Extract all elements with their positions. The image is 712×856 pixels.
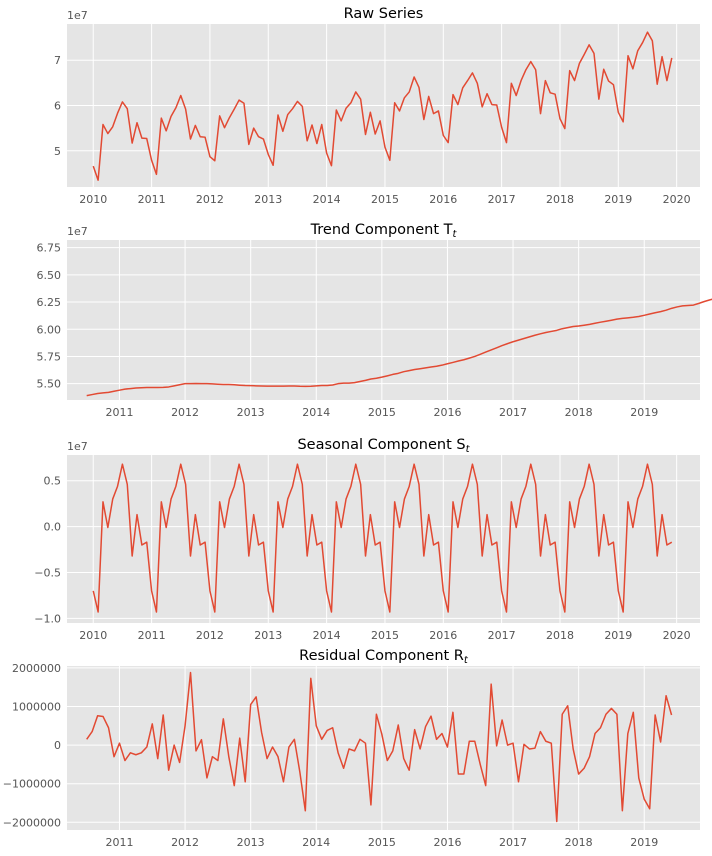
x-tick-label: 2019: [604, 629, 632, 642]
x-tick-label: 2017: [499, 836, 527, 849]
x-tick-label: 2011: [105, 406, 133, 419]
plot-background: [67, 455, 700, 623]
y-tick-label: 5.50: [37, 378, 62, 391]
x-tick-label: 2016: [429, 193, 457, 206]
subplot-1: 2010 2011 2012 2013 2014 2015 2016 2017 2018 2019…: [54, 6, 700, 206]
x-tick-label: 2012: [171, 406, 199, 419]
x-tick-label: 2011: [138, 193, 166, 206]
y-tick-label: 6.00: [37, 323, 62, 336]
y-tick-label: 2000000: [12, 662, 61, 675]
y-tick-label: 5.75: [37, 350, 62, 363]
x-tick-label: 2018: [546, 629, 574, 642]
x-tick-label: 2020: [663, 629, 691, 642]
y-tick-label: 6.75: [37, 242, 62, 255]
y-tick-label: 7: [54, 54, 61, 67]
y-tick-label: 0: [54, 739, 61, 752]
x-tick-label: 2015: [368, 836, 396, 849]
x-tick-label: 2020: [663, 193, 691, 206]
x-tick-label: 2012: [196, 193, 224, 206]
x-tick-label: 2013: [254, 193, 282, 206]
axis-offset-label: 1e7: [67, 9, 88, 22]
x-tick-label: 2010: [79, 193, 107, 206]
x-tick-label: 2015: [371, 193, 399, 206]
y-tick-label: 0.0: [44, 521, 62, 534]
y-tick-label: −1000000: [3, 778, 61, 791]
x-tick-label: 2016: [433, 406, 461, 419]
x-tick-label: 2018: [565, 836, 593, 849]
x-tick-label: 2017: [488, 193, 516, 206]
x-tick-label: 2013: [254, 629, 282, 642]
x-tick-label: 2016: [429, 629, 457, 642]
y-tick-label: 1000000: [12, 701, 61, 714]
y-tick-label: 5: [54, 145, 61, 158]
x-tick-label: 2011: [105, 836, 133, 849]
plot-background: [67, 666, 700, 830]
series-line: [92, 31, 673, 181]
x-tick-label: 2013: [237, 406, 265, 419]
x-tick-label: 2014: [302, 836, 330, 849]
subplot-title: Residual Component Rt: [299, 648, 469, 666]
x-tick-label: 2018: [546, 193, 574, 206]
series-line: [92, 463, 673, 613]
subplot-title: Raw Series: [344, 6, 424, 22]
x-tick-label: 2013: [237, 836, 265, 849]
subplot-4: 2011 2012 2013 2014 2015 2016 2017 2018 2019 −200…: [3, 648, 700, 849]
x-tick-label: 2012: [171, 836, 199, 849]
x-tick-label: 2014: [313, 193, 341, 206]
x-tick-label: 2014: [302, 406, 330, 419]
x-tick-label: 2011: [138, 629, 166, 642]
y-tick-label: 6.50: [37, 269, 62, 282]
axis-offset-label: 1e7: [67, 225, 88, 238]
x-tick-label: 2019: [630, 406, 658, 419]
y-tick-label: −0.5: [34, 567, 61, 580]
subplot-3: 2010 2011 2012 2013 2014 2015 2016 2017 2018 2019…: [34, 437, 700, 642]
subplot-title: Trend Component Tt: [310, 222, 458, 240]
plot-background: [67, 240, 700, 400]
y-tick-label: −1.0: [34, 612, 61, 625]
x-tick-label: 2016: [433, 836, 461, 849]
y-tick-label: 6.25: [37, 296, 62, 309]
x-tick-label: 2018: [565, 406, 593, 419]
x-tick-label: 2010: [79, 629, 107, 642]
axis-offset-label: 1e7: [67, 440, 88, 453]
x-tick-label: 2015: [371, 629, 399, 642]
x-tick-label: 2015: [368, 406, 396, 419]
x-tick-label: 2019: [604, 193, 632, 206]
x-tick-label: 2012: [196, 629, 224, 642]
series-line: [86, 298, 712, 397]
x-tick-label: 2019: [630, 836, 658, 849]
x-tick-label: 2017: [488, 629, 516, 642]
x-tick-label: 2017: [499, 406, 527, 419]
series-line: [86, 671, 673, 823]
subplot-title: Seasonal Component St: [297, 437, 470, 455]
y-tick-label: −2000000: [3, 816, 61, 829]
y-tick-label: 0.5: [44, 475, 62, 488]
y-tick-label: 6: [54, 100, 61, 113]
x-tick-label: 2014: [313, 629, 341, 642]
subplot-2: 2011 2012 2013 2014 2015 2016 2017 2018 2019 5.50…: [37, 222, 712, 419]
